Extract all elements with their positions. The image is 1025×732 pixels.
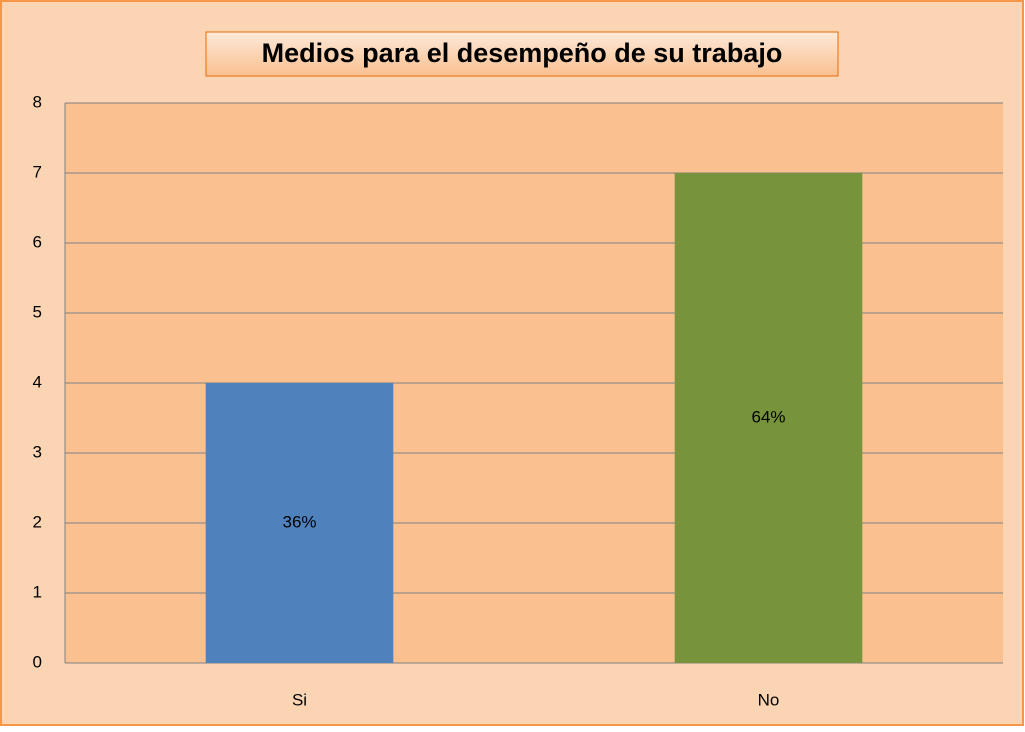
bar bbox=[674, 173, 863, 663]
y-tick-label: 2 bbox=[33, 512, 42, 531]
bar-annotation: 64% bbox=[751, 407, 785, 426]
y-tick-label: 1 bbox=[33, 582, 42, 601]
y-tick-label: 5 bbox=[33, 302, 42, 321]
chart-title: Medios para el desempeño de su trabajo bbox=[262, 38, 783, 68]
y-tick-label: 7 bbox=[33, 162, 42, 181]
x-tick-label: No bbox=[758, 690, 780, 709]
y-tick-label: 6 bbox=[33, 232, 42, 251]
y-tick-label: 8 bbox=[33, 92, 42, 111]
y-tick-label: 3 bbox=[33, 442, 42, 461]
y-tick-label: 0 bbox=[33, 652, 42, 671]
y-tick-label: 4 bbox=[33, 372, 42, 391]
title-box bbox=[205, 31, 839, 77]
x-tick-label: Si bbox=[292, 690, 307, 709]
bar bbox=[205, 383, 394, 663]
bar-annotation: 36% bbox=[282, 512, 316, 531]
